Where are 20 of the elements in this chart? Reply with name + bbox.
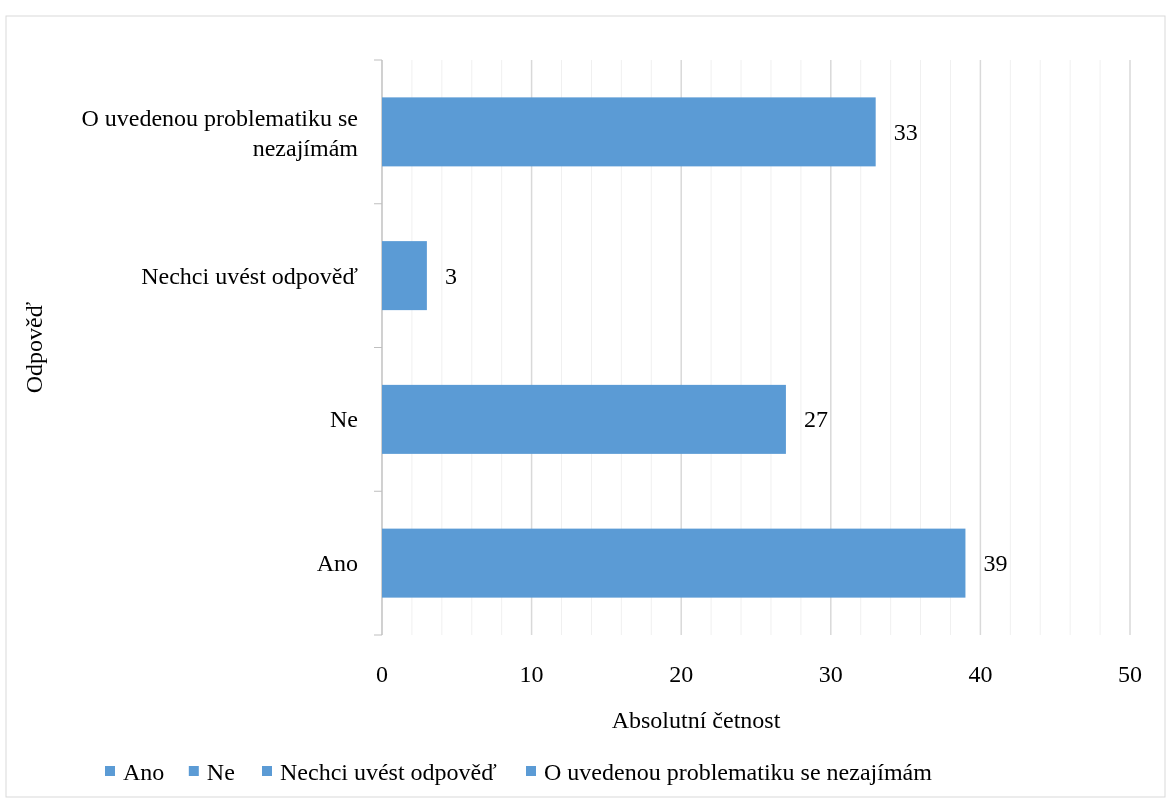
y-tick-label: O uvedenou problematiku se nezajímám [81,104,359,161]
legend-label: O uvedenou problematiku se nezajímám [544,759,933,785]
legend-label: Ano [123,759,165,785]
x-tick-label: 20 [669,661,694,687]
y-axis-title: Odpověď [21,301,47,394]
x-tick-label: 50 [1118,661,1142,687]
data-label: 3 [444,262,457,289]
legend-label: Ne [206,759,235,785]
x-tick-label: 30 [818,661,843,687]
data-label: 33 [893,118,918,145]
x-tick-label: 0 [376,661,388,687]
x-tick-label: 40 [968,661,993,687]
data-label: 39 [983,550,1008,577]
legend-label: Nechci uvést odpověď [280,759,498,785]
x-tick-label: 10 [519,661,544,687]
y-tick-label: Nechci uvést odpověď [141,262,359,289]
data-label: 27 [803,406,828,433]
x-axis-title: Absolutní četnost [611,707,781,733]
y-tick-label: Ano [316,550,358,577]
y-tick-label: Ne [330,406,358,433]
